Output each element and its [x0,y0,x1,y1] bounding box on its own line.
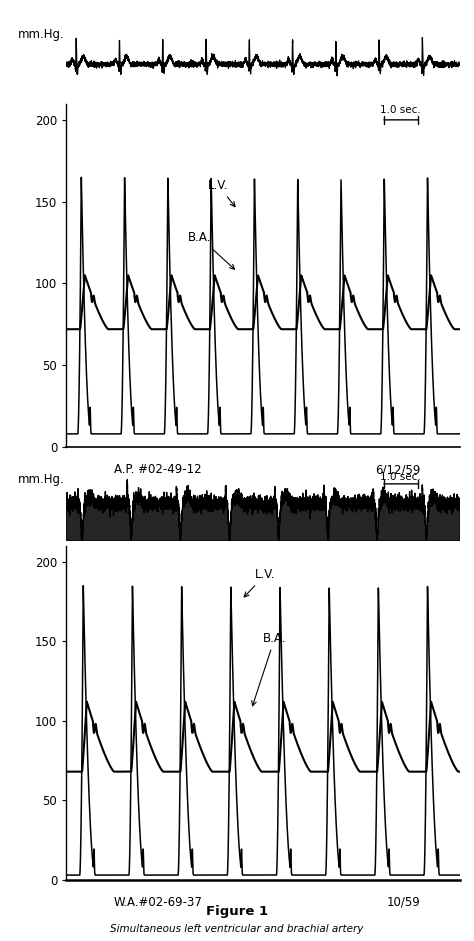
Text: B.A.: B.A. [188,231,235,269]
Text: 1.0 sec.: 1.0 sec. [381,471,421,482]
Text: mm.Hg.: mm.Hg. [18,28,64,41]
Text: 10/59: 10/59 [387,896,420,909]
Text: L.V.: L.V. [244,568,276,597]
Text: 6/12/59: 6/12/59 [375,463,420,476]
Text: Simultaneous left ventricular and brachial artery: Simultaneous left ventricular and brachi… [110,924,364,934]
Text: 1.0 sec.: 1.0 sec. [381,105,421,115]
Text: Figure 1: Figure 1 [206,905,268,918]
Text: L.V.: L.V. [208,179,235,207]
Text: A.P. #02-49-12: A.P. #02-49-12 [114,463,201,476]
Text: mm.Hg.: mm.Hg. [18,473,64,486]
Text: B.A.: B.A. [252,631,286,706]
Text: W.A.#02-69-37: W.A.#02-69-37 [114,896,202,909]
